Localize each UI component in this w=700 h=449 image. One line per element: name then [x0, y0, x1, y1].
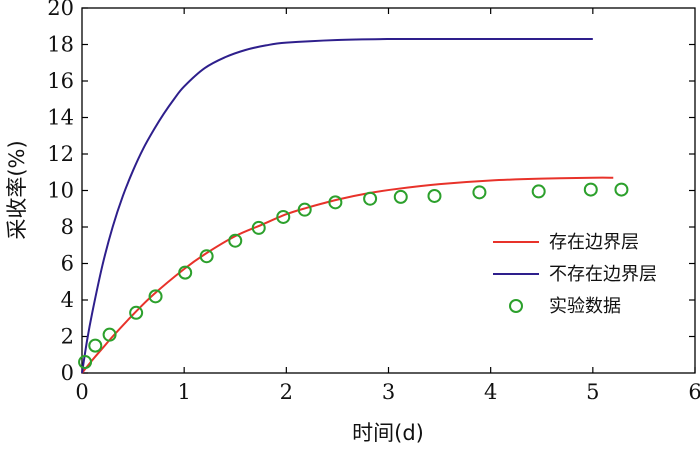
data-point: [614, 182, 629, 197]
data-point: [102, 327, 117, 342]
y-tick-label: 2: [61, 325, 74, 349]
y-tick-label: 10: [47, 179, 74, 203]
data-point: [583, 182, 598, 197]
series-line: [81, 37, 593, 374]
y-tick-label: 4: [61, 288, 74, 312]
y-tick-label: 6: [61, 252, 74, 276]
data-point: [78, 355, 93, 370]
y-axis-title: 采收率(%): [5, 140, 29, 239]
data-point: [88, 338, 103, 353]
y-tick-label: 12: [47, 142, 74, 166]
series-layer: [78, 37, 629, 374]
x-axis-title: 时间(d): [352, 421, 424, 445]
data-point: [297, 202, 312, 217]
data-point: [472, 185, 487, 200]
y-tick-label: 16: [47, 69, 74, 93]
x-tick-label: 3: [382, 380, 395, 404]
data-point: [178, 265, 193, 280]
x-tick-label: 0: [75, 380, 88, 404]
y-tick-label: 20: [47, 0, 74, 20]
legend-label: 不存在边界层: [549, 264, 657, 285]
data-point: [228, 233, 243, 248]
data-point: [363, 191, 378, 206]
x-tick-label: 1: [177, 380, 190, 404]
y-axis: 0 2 4 6 8 10 12 14 16 18 20: [47, 0, 695, 385]
data-point: [148, 289, 163, 304]
data-point: [328, 195, 343, 210]
y-tick-label: 0: [61, 361, 74, 385]
data-point: [393, 189, 408, 204]
x-tick-label: 5: [586, 380, 599, 404]
y-tick-label: 14: [47, 106, 74, 130]
data-point: [531, 184, 546, 199]
legend-label: 实验数据: [549, 296, 621, 317]
data-point: [276, 209, 291, 224]
data-point: [129, 305, 144, 320]
legend-label: 存在边界层: [549, 232, 639, 253]
x-axis: 0 1 2 3 4 5 6: [75, 8, 700, 404]
data-point: [199, 249, 214, 264]
y-tick-label: 18: [47, 33, 74, 57]
x-tick-label: 2: [280, 380, 293, 404]
y-tick-label: 8: [61, 215, 74, 239]
series-line: [81, 176, 614, 374]
data-point: [251, 220, 266, 235]
x-tick-label: 6: [688, 380, 700, 404]
data-point: [427, 188, 442, 203]
x-tick-label: 4: [484, 380, 497, 404]
legend-swatch: [509, 299, 523, 313]
